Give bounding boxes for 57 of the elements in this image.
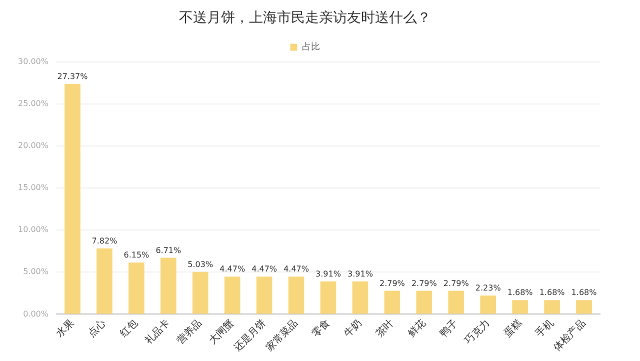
data-label: 7.82% — [92, 236, 118, 246]
data-label: 4.47% — [220, 264, 246, 274]
bar — [64, 84, 80, 314]
x-tick-label: 鸭子 — [438, 318, 460, 340]
chart-title: 不送月饼，上海市民走亲访友时送什么？ — [179, 10, 431, 26]
bar — [224, 276, 240, 314]
data-label: 2.79% — [443, 278, 470, 288]
bar — [480, 295, 496, 314]
bar — [448, 290, 464, 314]
x-tick-label: 礼品卡 — [142, 316, 172, 347]
legend-label: 占比 — [302, 42, 320, 53]
y-tick-label: 20.00% — [18, 141, 49, 150]
data-label: 5.03% — [188, 260, 214, 269]
x-tick-label: 牛奶 — [342, 316, 364, 340]
data-label: 1.68% — [507, 288, 534, 298]
bar — [96, 248, 112, 314]
x-tick-label: 手机 — [533, 316, 556, 340]
y-tick-label: 15.00% — [18, 183, 49, 192]
data-label: 2.79% — [379, 278, 406, 288]
x-tick-label: 鲜花 — [405, 316, 428, 340]
y-tick-label: 30.00% — [18, 56, 49, 66]
data-label: 1.68% — [539, 288, 566, 298]
bar — [544, 300, 560, 314]
data-label: 27.37% — [57, 72, 88, 82]
data-label: 6.71% — [156, 246, 182, 255]
x-tick-label: 零食 — [310, 316, 332, 340]
x-tick-label: 水果 — [54, 316, 76, 340]
y-tick-label: 0.00% — [23, 309, 49, 318]
bar — [416, 290, 432, 314]
bar — [512, 300, 528, 314]
y-tick-label: 25.00% — [18, 98, 49, 108]
data-label: 3.91% — [348, 269, 374, 278]
x-tick-label: 蛋糕 — [501, 316, 524, 340]
bar — [192, 272, 208, 314]
bar — [160, 258, 176, 314]
bar — [128, 262, 144, 314]
bar — [288, 276, 304, 314]
data-label: 1.68% — [571, 288, 598, 298]
bar — [384, 290, 400, 314]
data-label: 2.23% — [475, 284, 502, 293]
x-tick-label: 营养品 — [174, 316, 204, 347]
y-tick-label: 5.00% — [23, 267, 49, 276]
x-tick-label: 点心 — [86, 316, 108, 340]
bar — [320, 281, 336, 314]
y-tick-label: 10.00% — [18, 225, 49, 234]
bar — [576, 300, 592, 314]
data-label: 6.15% — [124, 250, 150, 260]
data-label: 3.91% — [316, 269, 342, 278]
data-label: 4.47% — [252, 264, 278, 274]
x-tick-label: 茶叶 — [374, 316, 396, 340]
x-tick-label: 红包 — [118, 316, 140, 340]
bar — [352, 281, 368, 314]
x-tick-label: 巧克力 — [462, 316, 492, 347]
data-label: 4.47% — [284, 264, 310, 274]
x-tick-label: 家常菜品 — [263, 316, 300, 354]
bar — [256, 276, 272, 314]
data-label: 2.79% — [411, 278, 438, 288]
